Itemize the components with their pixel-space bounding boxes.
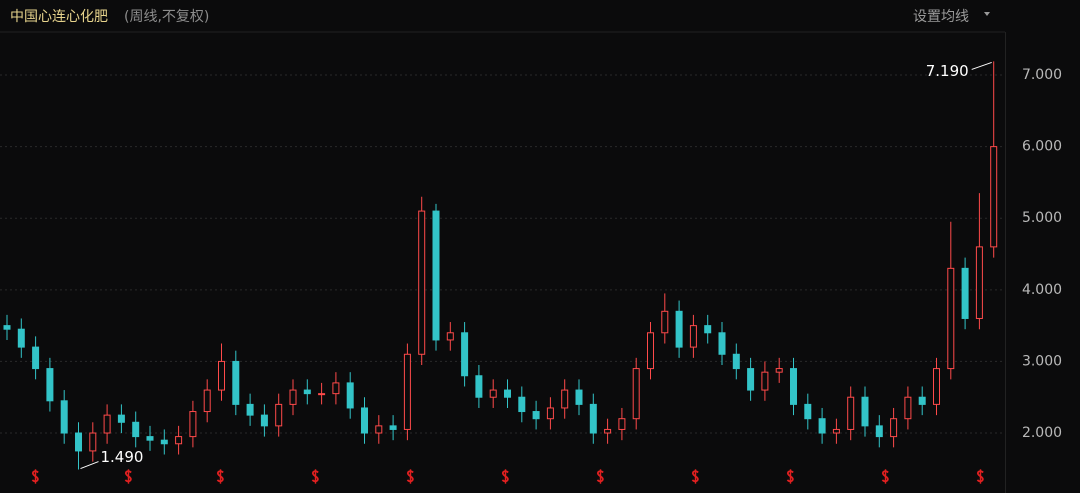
y-tick-label: 6.000 [1022, 139, 1062, 155]
candle-body [990, 146, 998, 248]
candle-body [890, 418, 898, 438]
candle-body [432, 210, 440, 341]
candle-body [975, 246, 983, 319]
y-tick-label: 2.000 [1022, 425, 1062, 441]
candle-body [132, 421, 140, 438]
candle-body [489, 389, 497, 398]
candle-body [704, 325, 712, 334]
ma-setting-menu[interactable]: 设置均线 [913, 9, 969, 25]
period-label: (周线,不复权) [124, 8, 209, 25]
candle-body [318, 393, 326, 396]
candle-body [418, 210, 426, 355]
candle-body [117, 414, 125, 423]
dividend-markers [31, 469, 985, 484]
candle-body [461, 332, 469, 377]
candle-body [189, 411, 197, 438]
candle-body [160, 439, 168, 445]
candle-body [861, 396, 869, 427]
candle-body [89, 432, 97, 452]
candle-body [218, 360, 225, 391]
y-tick-label: 5.000 [1022, 210, 1062, 226]
candle-body [790, 368, 797, 405]
candle-body [346, 382, 354, 409]
dividend-icon[interactable] [501, 469, 510, 484]
candle-body [747, 368, 755, 391]
dividend-icon[interactable] [786, 469, 795, 484]
candle-body [689, 325, 697, 348]
dividend-icon[interactable] [31, 469, 40, 484]
candle-body [546, 407, 554, 420]
dividend-icon[interactable] [406, 469, 415, 484]
candle-body [775, 368, 783, 373]
candle-body [904, 396, 912, 420]
dropdown-arrow[interactable] [984, 12, 990, 16]
dividend-icon[interactable] [881, 469, 890, 484]
candle-body [289, 389, 297, 405]
dividend-icon[interactable] [124, 469, 133, 484]
candle-body [632, 368, 640, 420]
candle-body [403, 353, 411, 430]
candle-body [46, 368, 54, 402]
y-tick-label: 3.000 [1022, 353, 1062, 369]
candle-body [275, 403, 283, 427]
candle-body [75, 432, 82, 452]
dividend-icon[interactable] [976, 469, 985, 484]
candle-body [375, 425, 383, 434]
candle-body [246, 403, 254, 416]
candle-body [604, 428, 612, 434]
candle-body [832, 428, 840, 434]
candle-body [732, 353, 740, 370]
candle-body [933, 368, 940, 405]
candle-body [303, 389, 311, 395]
candle-body [718, 332, 726, 355]
candle-body [203, 389, 211, 413]
candle-body [332, 382, 340, 395]
candle-body [575, 389, 583, 405]
candle-body [918, 396, 926, 405]
candle-body [947, 267, 955, 370]
candle-body [17, 328, 25, 348]
candle-body [175, 436, 183, 445]
dividend-icon[interactable] [311, 469, 320, 484]
candle-body [961, 267, 969, 319]
candle-body [761, 371, 769, 391]
annotation-arrow [80, 461, 99, 470]
candle-body [504, 389, 511, 398]
annotation-label: 7.190 [926, 62, 969, 80]
y-tick-label: 7.000 [1022, 67, 1062, 83]
candle-body [232, 360, 240, 405]
candle-body [847, 396, 855, 430]
candle-body [32, 346, 40, 370]
stock-title: 中国心连心化肥 [10, 9, 108, 25]
candle-body [818, 418, 826, 434]
candle-body [518, 396, 526, 413]
dividend-icon[interactable] [691, 469, 700, 484]
dividend-icon[interactable] [216, 469, 225, 484]
candle-body [804, 403, 812, 420]
candle-body [661, 310, 669, 334]
annotation-label: 1.490 [101, 448, 144, 466]
annotation-arrow [971, 61, 992, 70]
candle-body [146, 436, 154, 441]
candle-body [260, 414, 268, 427]
candle-body [446, 332, 454, 341]
candle-body [389, 425, 397, 430]
candle-body [875, 425, 883, 438]
candle-body [561, 389, 569, 409]
candle-body [532, 411, 540, 420]
candle-body [3, 325, 11, 330]
candle-body [675, 310, 683, 348]
candle-body [60, 400, 68, 434]
candle-body [589, 403, 597, 434]
dividend-icon[interactable] [596, 469, 605, 484]
candle-body [475, 375, 483, 398]
y-tick-label: 4.000 [1022, 282, 1062, 298]
candle-body [647, 332, 654, 370]
candle-body [618, 418, 626, 430]
candle-body [103, 414, 111, 434]
candle-body [361, 407, 368, 434]
